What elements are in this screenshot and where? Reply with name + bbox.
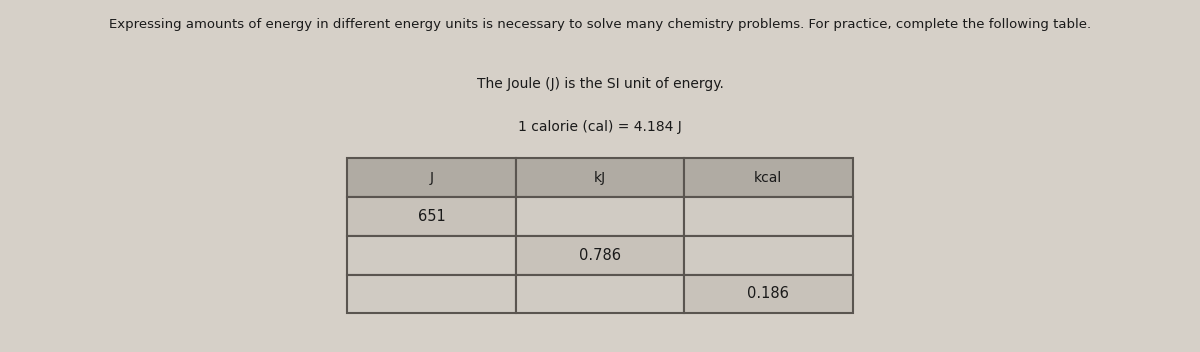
Text: Expressing amounts of energy in different energy units is necessary to solve man: Expressing amounts of energy in differen…	[109, 18, 1091, 31]
Text: 651: 651	[418, 209, 445, 224]
Text: kcal: kcal	[755, 171, 782, 185]
FancyBboxPatch shape	[516, 158, 684, 197]
FancyBboxPatch shape	[516, 197, 684, 236]
FancyBboxPatch shape	[684, 236, 852, 275]
FancyBboxPatch shape	[516, 236, 684, 275]
Text: 0.786: 0.786	[580, 248, 622, 263]
Text: 0.186: 0.186	[748, 287, 790, 301]
FancyBboxPatch shape	[684, 158, 852, 197]
FancyBboxPatch shape	[348, 197, 516, 236]
FancyBboxPatch shape	[348, 275, 516, 313]
FancyBboxPatch shape	[516, 275, 684, 313]
FancyBboxPatch shape	[684, 275, 852, 313]
Text: J: J	[430, 171, 433, 185]
Text: 1 calorie (cal) = 4.184 J: 1 calorie (cal) = 4.184 J	[518, 120, 682, 134]
FancyBboxPatch shape	[684, 197, 852, 236]
Text: kJ: kJ	[594, 171, 606, 185]
FancyBboxPatch shape	[348, 158, 516, 197]
Text: The Joule (J) is the SI unit of energy.: The Joule (J) is the SI unit of energy.	[476, 77, 724, 92]
FancyBboxPatch shape	[348, 236, 516, 275]
